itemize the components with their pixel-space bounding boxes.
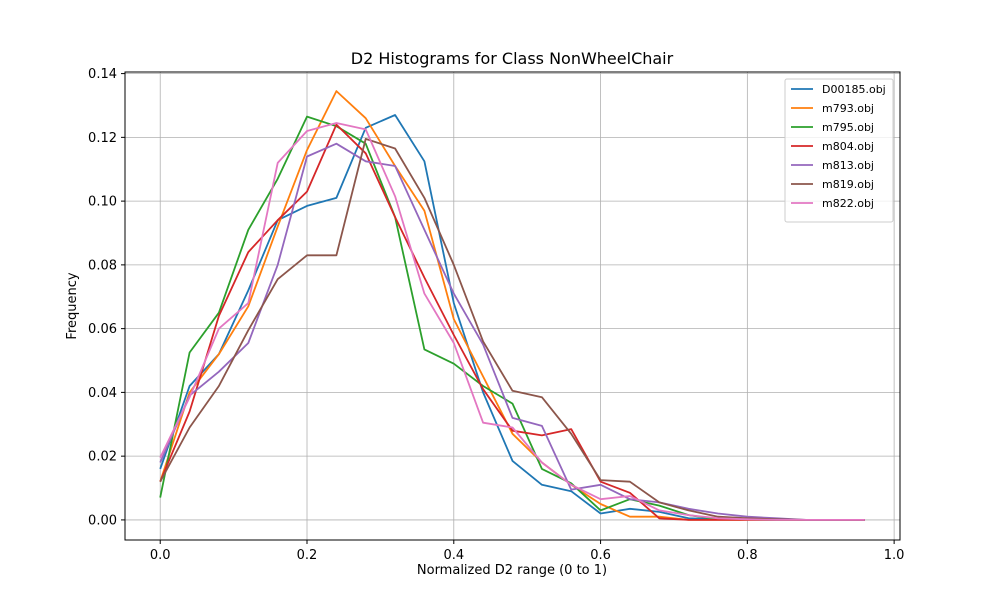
y-tick-label: 0.00 bbox=[88, 513, 117, 528]
y-tick-label: 0.14 bbox=[88, 67, 117, 82]
plot-frame bbox=[124, 71, 901, 541]
y-axis-label: Frequency bbox=[65, 272, 80, 339]
legend: D00185.obj m793.obj m795.obj m804.obj m813.o… bbox=[784, 78, 894, 223]
y-tick-label: 0.06 bbox=[88, 322, 117, 337]
legend-label: D00185.obj bbox=[822, 83, 886, 96]
axis-ticks: 0.0 0.2 0.4 0.6 0.8 1.0 0.00 0.02 0.04 0.06 0.08 0.… bbox=[88, 67, 904, 563]
series-line-7 bbox=[159, 122, 865, 521]
series-lines bbox=[159, 90, 865, 521]
grid bbox=[125, 72, 900, 540]
y-tick-label: 0.02 bbox=[88, 450, 117, 465]
series-line-6 bbox=[159, 137, 865, 521]
x-tick-label: 0.6 bbox=[590, 548, 611, 563]
legend-label: m819.obj bbox=[822, 178, 874, 191]
x-tick-label: 0.0 bbox=[150, 548, 171, 563]
legend-label: m822.obj bbox=[822, 197, 874, 210]
chart-title: D2 Histograms for Class NonWheelChair bbox=[351, 49, 674, 68]
x-tick-label: 1.0 bbox=[884, 548, 905, 563]
y-tick-label: 0.08 bbox=[88, 258, 117, 273]
y-tick-label: 0.12 bbox=[88, 131, 117, 146]
legend-box bbox=[784, 78, 894, 223]
x-axis-label: Normalized D2 range (0 to 1) bbox=[417, 563, 607, 578]
y-tick-label: 0.04 bbox=[88, 386, 117, 401]
y-tick-label: 0.10 bbox=[88, 195, 117, 210]
series-line-5 bbox=[159, 142, 865, 521]
legend-label: m793.obj bbox=[822, 102, 874, 115]
x-tick-label: 0.2 bbox=[297, 548, 318, 563]
legend-label: m795.obj bbox=[822, 121, 874, 134]
x-tick-label: 0.8 bbox=[737, 548, 758, 563]
legend-label: m813.obj bbox=[822, 159, 874, 172]
x-tick-label: 0.4 bbox=[443, 548, 464, 563]
legend-label: m804.obj bbox=[822, 140, 874, 153]
